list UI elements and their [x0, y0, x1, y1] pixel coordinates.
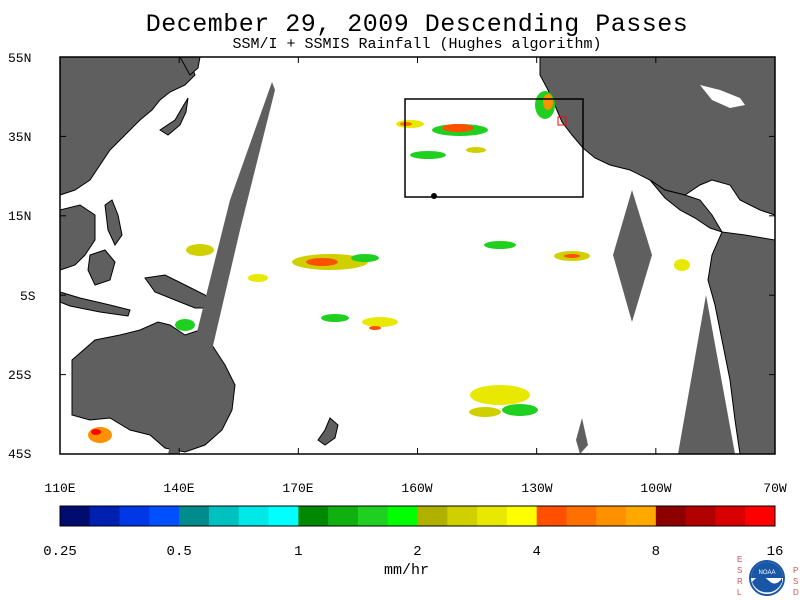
- colorbar-swatch: [208, 506, 240, 526]
- land-philippines: [104, 199, 123, 246]
- lakes: [700, 85, 745, 108]
- colorbar: [60, 506, 776, 526]
- logo-sky: [751, 562, 783, 578]
- logo-letter-e: E: [737, 555, 742, 564]
- logo-letter-l: L: [737, 588, 742, 597]
- colorbar-border: [59, 505, 776, 527]
- chart-title: December 29, 2009 Descending Passes: [145, 10, 689, 39]
- lon-label-110e: 110E: [44, 481, 75, 496]
- land-borneo: [87, 249, 116, 286]
- land-new-zealand: [317, 417, 339, 446]
- colorbar-tick-label: 1: [294, 544, 302, 560]
- colorbar-swatch: [328, 506, 359, 526]
- colorbar-swatch: [60, 506, 91, 526]
- colorbar-swatch: [149, 506, 180, 526]
- lon-label-140e: 140E: [163, 481, 194, 496]
- colorbar-ticks: 0.25 0.5 1 2 4 8 16: [43, 544, 783, 560]
- lon-labels: 110E 140E 170E 160W 130W 100W 70W: [44, 481, 787, 496]
- colorbar-unit: mm/hr: [384, 562, 430, 579]
- lon-label-160w: 160W: [401, 481, 432, 496]
- colorbar-swatch: [715, 506, 746, 526]
- colorbar-swatch: [447, 506, 478, 526]
- colorbar-swatch: [179, 506, 210, 526]
- rain-layer: [88, 91, 690, 443]
- colorbar-tick-label: 4: [532, 544, 540, 560]
- logo-letter-r: R: [737, 577, 743, 586]
- analysis-box: [404, 98, 584, 198]
- colorbar-swatch: [268, 506, 299, 526]
- colorbar-swatch: [745, 506, 776, 526]
- colorbar-tick-label: 0.25: [43, 544, 77, 560]
- lat-label-55n: 55N: [8, 51, 31, 66]
- nodata-swath-3: [678, 295, 735, 454]
- lat-label-35n: 35N: [8, 130, 31, 145]
- lon-label-130w: 130W: [521, 481, 552, 496]
- rain-north-pacific-storm: [396, 91, 555, 159]
- colorbar-swatch: [119, 506, 150, 526]
- marker-box: [557, 116, 567, 126]
- nodata-swath-2: [613, 190, 652, 322]
- logo-letter-s: S: [737, 566, 742, 575]
- rain-central-pacific: [175, 241, 690, 331]
- colorbar-swatch: [506, 506, 538, 526]
- land-java: [59, 291, 131, 317]
- nodata-swath-1: [168, 82, 275, 454]
- colorbar-tick-label: 0.5: [167, 544, 192, 560]
- map-layer: [59, 56, 776, 455]
- rain-south-pacific: [88, 385, 538, 443]
- lon-label-170e: 170E: [282, 481, 313, 496]
- logo-text: NOAA: [758, 570, 775, 576]
- logo-wave: [752, 576, 782, 593]
- colorbar-swatch: [89, 506, 121, 526]
- colorbar-swatch: [298, 506, 329, 526]
- colorbar-swatch: [387, 506, 418, 526]
- colorbar-swatch: [357, 506, 389, 526]
- colorbar-swatch: [685, 506, 716, 526]
- colorbar-tick-label: 16: [767, 544, 784, 560]
- chart-subtitle: SSM/I + SSMIS Rainfall (Hughes algorithm…: [232, 36, 602, 53]
- logo-letter-s2: S: [793, 577, 798, 586]
- logo-letter-d: D: [793, 588, 799, 597]
- land-south-america: [707, 231, 776, 455]
- colorbar-swatch: [626, 506, 657, 526]
- lon-label-70w: 70W: [763, 481, 787, 496]
- colorbar-swatch: [477, 506, 508, 526]
- lat-label-25s: 25S: [8, 368, 32, 383]
- nodata-swath-4: [576, 418, 588, 454]
- lat-label-45s: 45S: [8, 447, 32, 462]
- nodata-swath-5: [742, 125, 775, 180]
- tick-marks: [59, 56, 776, 455]
- lat-label-5s: 5S: [20, 289, 36, 304]
- colorbar-swatch: [536, 506, 567, 526]
- colorbar-swatch: [655, 506, 687, 526]
- land-hawaii: [431, 193, 437, 199]
- colorbar-swatch: [566, 506, 597, 526]
- colorbar-swatch: [417, 506, 448, 526]
- lon-label-100w: 100W: [640, 481, 671, 496]
- colorbar-tick-label: 2: [413, 544, 421, 560]
- land-japan: [159, 97, 189, 136]
- colorbar-swatch: [238, 506, 270, 526]
- colorbar-tick-label: 8: [652, 544, 660, 560]
- noaa-logo: E S R L P S D NOAA: [737, 555, 799, 597]
- lat-label-15n: 15N: [8, 209, 31, 224]
- colorbar-swatch: [596, 506, 627, 526]
- lat-labels: 55N 35N 15N 5S 25S 45S: [8, 51, 36, 462]
- land-indochina: [59, 204, 96, 271]
- logo-letter-p: P: [793, 566, 798, 575]
